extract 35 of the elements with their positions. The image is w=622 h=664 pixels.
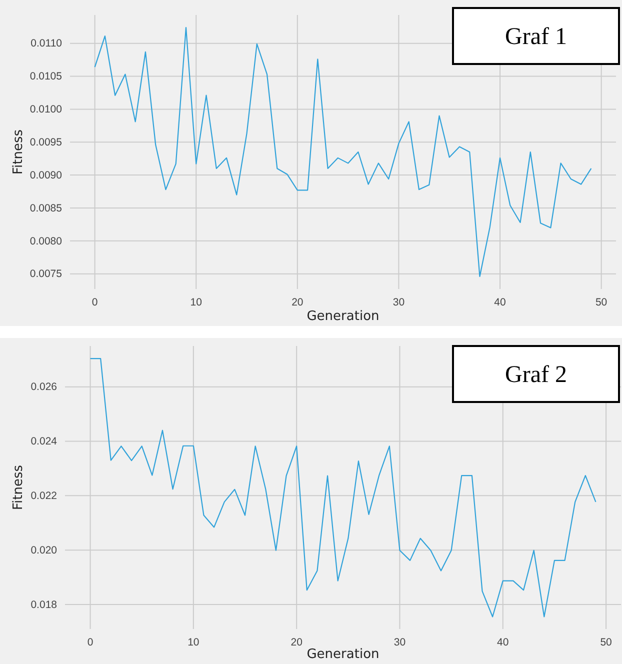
x-axis-title: Generation (306, 309, 380, 324)
y-tick-label: 0.0100 (30, 104, 62, 116)
x-tick-label: 10 (188, 636, 200, 648)
x-tick-label: 50 (600, 636, 612, 648)
x-tick-label: 50 (595, 296, 608, 308)
y-tick-label: 0.0110 (30, 38, 62, 50)
x-tick-label: 40 (494, 296, 506, 308)
x-tick-label: 20 (290, 636, 303, 648)
y-tick-label: 0.022 (30, 490, 58, 502)
line-series (90, 358, 596, 618)
y-tick-label: 0.026 (30, 381, 58, 394)
line-series (94, 26, 592, 278)
y-tick-label: 0.0090 (30, 169, 62, 182)
x-tick-label: 0 (87, 636, 94, 648)
y-tick-label: 0.018 (30, 598, 58, 611)
label-box: Graf 2 (452, 345, 620, 403)
label-box: Graf 1 (452, 7, 620, 65)
x-tick-label: 30 (392, 296, 405, 308)
y-tick-label: 0.024 (30, 436, 58, 448)
y-tick-label: 0.0105 (30, 70, 62, 83)
y-tick-label: 0.0075 (30, 268, 62, 280)
y-axis-title: Fitness (11, 129, 26, 175)
annotation: Graf 1 (505, 24, 567, 50)
y-axis-title: Fitness (11, 464, 26, 510)
x-tick-label: 30 (394, 636, 406, 648)
x-tick-label: 20 (292, 296, 304, 308)
y-tick-label: 0.020 (30, 544, 58, 556)
annotation: Graf 2 (505, 362, 567, 388)
x-tick-label: 40 (497, 636, 509, 648)
x-tick-label: 10 (190, 296, 202, 308)
y-tick-label: 0.0080 (30, 235, 62, 248)
y-tick-label: 0.0095 (30, 136, 62, 148)
x-axis-title: Generation (306, 647, 380, 662)
y-tick-label: 0.0085 (30, 202, 62, 214)
x-tick-label: 0 (92, 296, 98, 308)
